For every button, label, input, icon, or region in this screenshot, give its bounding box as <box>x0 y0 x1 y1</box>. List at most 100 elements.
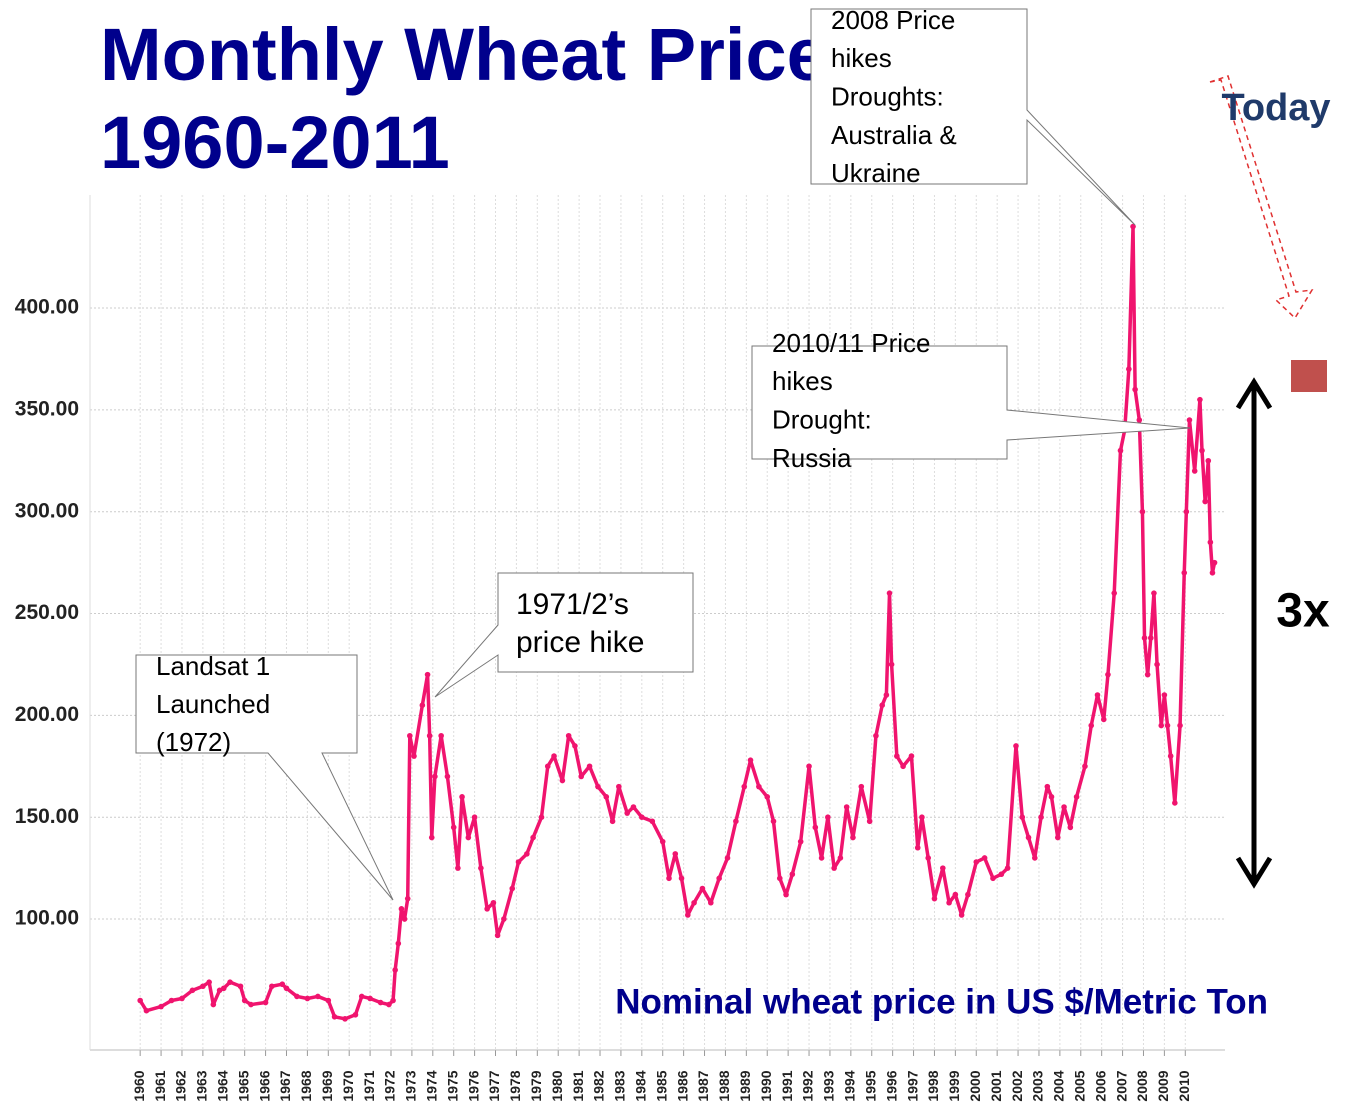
point <box>538 814 545 821</box>
point <box>931 895 938 902</box>
x-tick-label: 1983 <box>612 1070 628 1101</box>
point <box>825 814 831 821</box>
point <box>919 814 925 821</box>
point <box>990 875 996 882</box>
point <box>530 834 536 841</box>
point <box>494 932 501 939</box>
annotation-line: Drought: <box>772 404 872 434</box>
range-arrow-head <box>1235 856 1273 889</box>
point <box>1151 590 1157 596</box>
annotation-line: Australia & <box>831 120 957 150</box>
x-tick-label: 1978 <box>507 1070 523 1101</box>
legend-square <box>1291 360 1327 392</box>
x-tick-label: 1973 <box>403 1070 419 1101</box>
point <box>342 1016 348 1022</box>
point <box>1004 865 1011 871</box>
plot <box>137 223 1218 1022</box>
point <box>179 995 185 1002</box>
point <box>940 865 946 871</box>
point <box>609 818 616 825</box>
annotation-line: price hike <box>516 626 644 659</box>
point <box>603 794 610 800</box>
point <box>1048 794 1055 800</box>
point <box>1207 539 1214 546</box>
point <box>1073 794 1080 800</box>
point <box>858 783 865 790</box>
annotation-line: 2008 Price <box>831 5 955 35</box>
point <box>850 834 856 841</box>
axis-note: Nominal wheat price in US $/Metric Ton <box>615 982 1268 1021</box>
point <box>908 753 915 759</box>
point <box>1082 763 1088 770</box>
point <box>220 985 227 992</box>
point <box>1044 783 1051 790</box>
point <box>392 967 398 973</box>
point <box>789 871 796 878</box>
annotation-line: (1972) <box>156 727 231 757</box>
x-tick-label: 1979 <box>528 1070 544 1101</box>
point <box>279 981 286 988</box>
point <box>143 1007 150 1014</box>
point <box>509 885 516 892</box>
point <box>1067 824 1074 831</box>
callout-box <box>751 345 1191 460</box>
point <box>1199 447 1205 454</box>
point <box>776 875 783 882</box>
point <box>216 987 223 994</box>
x-tick-label: 1974 <box>424 1070 440 1101</box>
x-tick-label: 1995 <box>862 1070 878 1101</box>
point <box>1136 417 1143 423</box>
point <box>649 818 656 825</box>
point <box>1183 508 1190 515</box>
point <box>894 753 900 759</box>
point <box>1147 635 1154 641</box>
point <box>883 692 890 698</box>
annotation-line: Droughts: <box>831 81 944 111</box>
point <box>1205 457 1212 464</box>
x-tick-label: 1971 <box>361 1070 377 1101</box>
point <box>367 995 373 1002</box>
point <box>398 906 405 912</box>
point <box>818 855 825 861</box>
point <box>471 814 478 821</box>
x-tick-label: 2004 <box>1051 1070 1067 1101</box>
x-tick-label: 1977 <box>486 1070 502 1101</box>
point <box>578 773 585 780</box>
point <box>478 865 484 871</box>
x-tick-label: 1987 <box>695 1070 711 1101</box>
point <box>206 979 212 985</box>
point <box>501 916 507 922</box>
x-tick-label: 1960 <box>131 1070 147 1101</box>
point <box>559 777 566 784</box>
point <box>1197 396 1203 403</box>
point <box>1130 223 1136 230</box>
callout-box <box>810 8 1136 226</box>
point <box>1172 800 1178 806</box>
point <box>973 859 980 865</box>
point <box>1094 692 1101 698</box>
point <box>315 993 321 1000</box>
point <box>459 794 465 800</box>
point <box>294 993 300 1000</box>
point <box>1202 498 1208 505</box>
point <box>747 757 754 763</box>
point <box>624 810 630 816</box>
point <box>756 783 762 790</box>
x-tick-label: 1994 <box>842 1070 858 1101</box>
point <box>1019 814 1026 821</box>
x-tick-label: 1999 <box>946 1070 962 1101</box>
point <box>806 763 812 770</box>
point <box>965 891 971 898</box>
multiplier-label: 3x <box>1276 585 1330 638</box>
range-arrow-head <box>1235 377 1273 410</box>
point <box>227 979 233 985</box>
y-tick-label: 400.00 <box>15 296 79 319</box>
point <box>484 906 490 912</box>
point <box>262 999 269 1006</box>
x-tick-label: 2008 <box>1134 1070 1150 1101</box>
point <box>1013 743 1019 749</box>
point <box>331 1014 338 1020</box>
chart-subtitle: 1960-2011 <box>100 101 450 184</box>
point <box>666 875 672 882</box>
point <box>407 732 413 739</box>
